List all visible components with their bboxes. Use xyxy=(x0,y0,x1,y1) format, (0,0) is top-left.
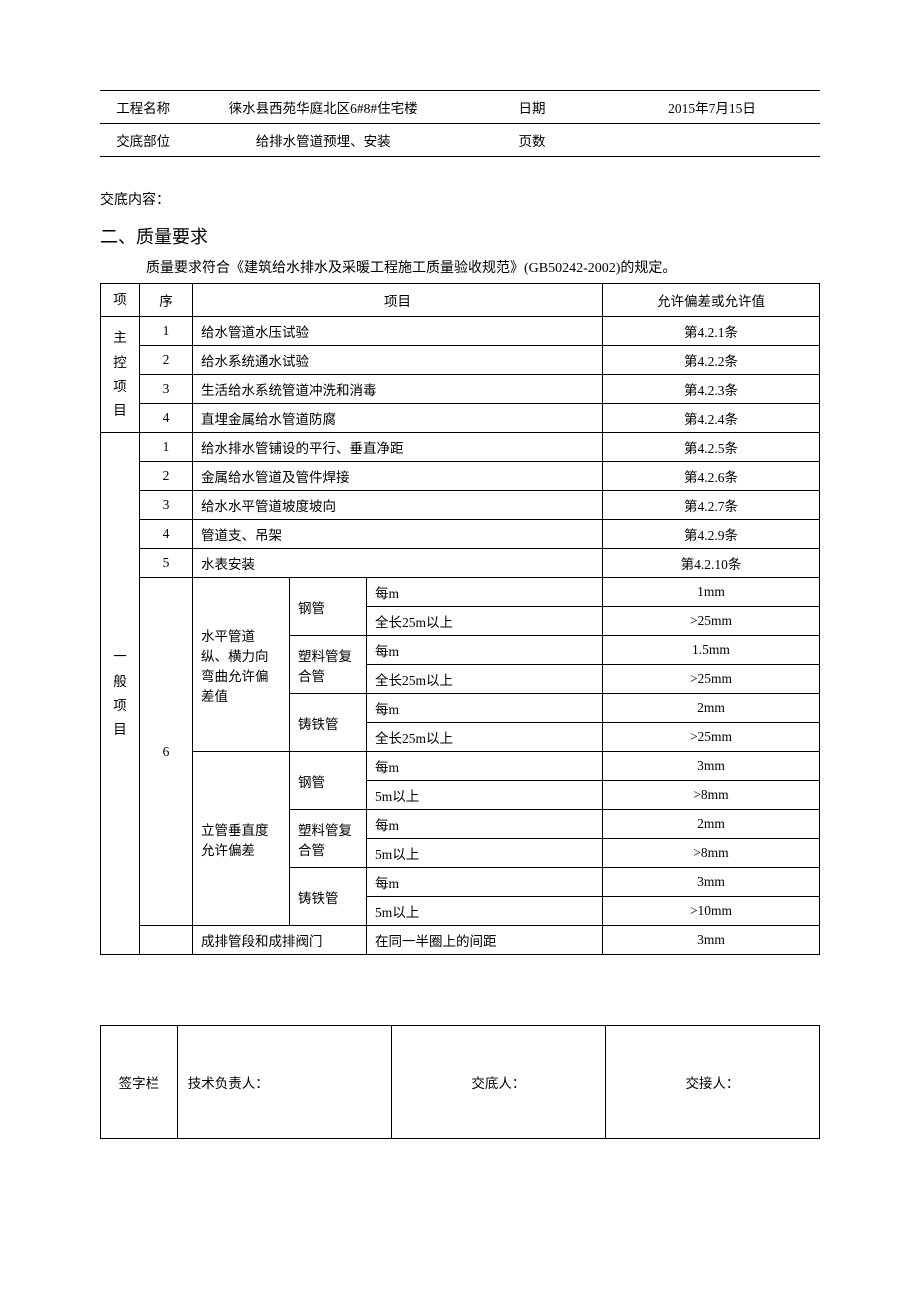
a1-item: 给水管道水压试验 xyxy=(193,317,603,346)
sign-tech: 技术负责人： xyxy=(177,1026,391,1139)
v-plast-m-val: 2mm xyxy=(603,810,820,839)
v-plast: 塑料管复合管 xyxy=(290,810,367,868)
last-blank xyxy=(140,926,193,955)
sign-jj: 交接人： xyxy=(605,1026,819,1139)
b3-item: 给水水平管道坡度坡向 xyxy=(193,491,603,520)
vert-label: 立管垂直度允许偏差 xyxy=(193,752,290,926)
h-cast-25-val: >25mm xyxy=(603,723,820,752)
h-plast-m-val: 1.5mm xyxy=(603,636,820,665)
h-plast-m-cond: 每m xyxy=(367,636,603,665)
b2-item: 金属给水管道及管件焊接 xyxy=(193,462,603,491)
h-plast: 塑料管复合管 xyxy=(290,636,367,694)
a2-item: 给水系统通水试验 xyxy=(193,346,603,375)
last-tol: 3mm xyxy=(603,926,820,955)
group-a-label: 主控项目 xyxy=(101,317,140,433)
pages-label: 页数 xyxy=(460,124,604,157)
a3-item: 生活给水系统管道冲洗和消毒 xyxy=(193,375,603,404)
v-steel-5-cond: 5m以上 xyxy=(367,781,603,810)
part-value: 给排水管道预埋、安装 xyxy=(186,124,460,157)
sign-jd: 交底人： xyxy=(391,1026,605,1139)
project-label: 工程名称 xyxy=(100,91,186,124)
h-steel-25-val: >25mm xyxy=(603,607,820,636)
h-steel-m-val: 1mm xyxy=(603,578,820,607)
v-steel-5-val: >8mm xyxy=(603,781,820,810)
last-item: 成排管段和成排阀门 xyxy=(193,926,367,955)
h-cast-m-cond: 每m xyxy=(367,694,603,723)
v-steel-m-val: 3mm xyxy=(603,752,820,781)
h-steel-m-cond: 每m xyxy=(367,578,603,607)
b4-tol: 第4.2.9条 xyxy=(603,520,820,549)
project-value: 徕水县西苑华庭北区6#8#住宅楼 xyxy=(186,91,460,124)
h-cast-m-val: 2mm xyxy=(603,694,820,723)
b3-n: 3 xyxy=(140,491,193,520)
b5-item: 水表安装 xyxy=(193,549,603,578)
a3-tol: 第4.2.3条 xyxy=(603,375,820,404)
h-plast-25-val: >25mm xyxy=(603,665,820,694)
v-steel: 钢管 xyxy=(290,752,367,810)
v-cast-5-val: >10mm xyxy=(603,897,820,926)
v-cast-m-cond: 每m xyxy=(367,868,603,897)
a4-n: 4 xyxy=(140,404,193,433)
b1-n: 1 xyxy=(140,433,193,462)
col-h2: 序 xyxy=(140,284,193,317)
a2-tol: 第4.2.2条 xyxy=(603,346,820,375)
spec-line: 质量要求符合《建筑给水排水及采暖工程施工质量验收规范》(GB50242-2002… xyxy=(146,257,820,277)
b4-n: 4 xyxy=(140,520,193,549)
h-plast-25-cond: 全长25m以上 xyxy=(367,665,603,694)
h-cast: 铸铁管 xyxy=(290,694,367,752)
b3-tol: 第4.2.7条 xyxy=(603,491,820,520)
b1-tol: 第4.2.5条 xyxy=(603,433,820,462)
quality-table: 项 序 项目 允许偏差或允许值 主控项目 1 给水管道水压试验 第4.2.1条 … xyxy=(100,283,820,955)
col-h1: 项 xyxy=(101,284,140,317)
a2-n: 2 xyxy=(140,346,193,375)
b6-n: 6 xyxy=(140,578,193,926)
v-plast-5-cond: 5m以上 xyxy=(367,839,603,868)
v-cast-5-cond: 5m以上 xyxy=(367,897,603,926)
v-cast-m-val: 3mm xyxy=(603,868,820,897)
group-b-label: 一般项目 xyxy=(101,433,140,955)
v-cast: 铸铁管 xyxy=(290,868,367,926)
sign-table: 签字栏 技术负责人： 交底人： 交接人： xyxy=(100,1025,820,1139)
b4-item: 管道支、吊架 xyxy=(193,520,603,549)
horiz-label: 水平管道纵、横力向弯曲允许偏差值 xyxy=(193,578,290,752)
v-plast-m-cond: 每m xyxy=(367,810,603,839)
col-h4: 允许偏差或允许值 xyxy=(603,284,820,317)
a3-n: 3 xyxy=(140,375,193,404)
b2-n: 2 xyxy=(140,462,193,491)
pages-value xyxy=(604,124,820,157)
b5-n: 5 xyxy=(140,549,193,578)
v-plast-5-val: >8mm xyxy=(603,839,820,868)
b5-tol: 第4.2.10条 xyxy=(603,549,820,578)
a4-item: 直埋金属给水管道防腐 xyxy=(193,404,603,433)
v-steel-m-cond: 每m xyxy=(367,752,603,781)
col-h3: 项目 xyxy=(193,284,603,317)
part-label: 交底部位 xyxy=(100,124,186,157)
b2-tol: 第4.2.6条 xyxy=(603,462,820,491)
a1-tol: 第4.2.1条 xyxy=(603,317,820,346)
section-title: 二、质量要求 xyxy=(100,223,820,249)
h-cast-25-cond: 全长25m以上 xyxy=(367,723,603,752)
h-steel: 钢管 xyxy=(290,578,367,636)
sign-label: 签字栏 xyxy=(101,1026,178,1139)
h-steel-25-cond: 全长25m以上 xyxy=(367,607,603,636)
header-table: 工程名称 徕水县西苑华庭北区6#8#住宅楼 日期 2015年7月15日 交底部位… xyxy=(100,90,820,157)
a4-tol: 第4.2.4条 xyxy=(603,404,820,433)
b1-item: 给水排水管铺设的平行、垂直净距 xyxy=(193,433,603,462)
a1-n: 1 xyxy=(140,317,193,346)
date-label: 日期 xyxy=(460,91,604,124)
content-label: 交底内容： xyxy=(100,189,820,209)
date-value: 2015年7月15日 xyxy=(604,91,820,124)
last-cond: 在同一半圈上的间距 xyxy=(367,926,603,955)
